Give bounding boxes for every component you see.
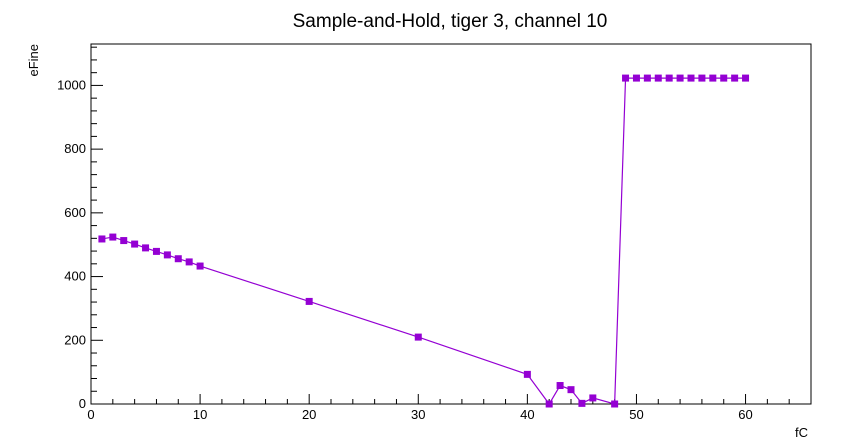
data-point	[632, 74, 640, 82]
x-tick-label: 60	[738, 407, 752, 422]
series-layer	[98, 74, 750, 408]
data-point	[185, 258, 193, 266]
y-tick-label: 200	[64, 332, 86, 347]
x-tick-label: 50	[629, 407, 643, 422]
data-point	[654, 74, 662, 82]
y-tick-label: 400	[64, 269, 86, 284]
y-tick-label: 800	[64, 141, 86, 156]
data-point	[643, 74, 651, 82]
data-point	[556, 382, 564, 390]
plot-frame	[90, 43, 812, 405]
x-tick-label: 30	[411, 407, 425, 422]
data-point	[687, 74, 695, 82]
data-point	[545, 400, 553, 408]
data-point	[622, 74, 630, 82]
data-point	[665, 74, 673, 82]
data-point	[578, 399, 586, 407]
data-point	[414, 333, 422, 341]
x-tick-label: 0	[87, 407, 94, 422]
series-line	[101, 77, 746, 406]
data-point	[698, 74, 706, 82]
data-point	[131, 240, 139, 248]
data-point	[709, 74, 717, 82]
data-point	[196, 262, 204, 270]
data-point	[567, 386, 575, 394]
data-point	[109, 233, 117, 241]
data-point	[305, 297, 313, 305]
data-point	[720, 74, 728, 82]
chart-title: Sample-and-Hold, tiger 3, channel 10	[293, 11, 608, 32]
y-axis-label: eFine	[26, 44, 41, 77]
data-point	[676, 74, 684, 82]
y-tick-label: 0	[79, 396, 86, 411]
x-tick-label: 20	[302, 407, 316, 422]
x-axis-label: fC	[795, 425, 808, 440]
y-tick-label: 1000	[57, 77, 86, 92]
data-point	[523, 370, 531, 378]
x-tick-label: 10	[193, 407, 207, 422]
data-point	[731, 74, 739, 82]
data-point	[174, 255, 182, 263]
data-point	[611, 400, 619, 408]
x-tick-label: 40	[520, 407, 534, 422]
data-point	[98, 235, 106, 243]
y-tick-label: 600	[64, 205, 86, 220]
data-point	[142, 244, 150, 252]
data-point	[163, 251, 171, 259]
data-point	[152, 247, 160, 255]
data-point	[589, 394, 597, 402]
data-point	[742, 74, 750, 82]
data-point	[120, 237, 128, 245]
